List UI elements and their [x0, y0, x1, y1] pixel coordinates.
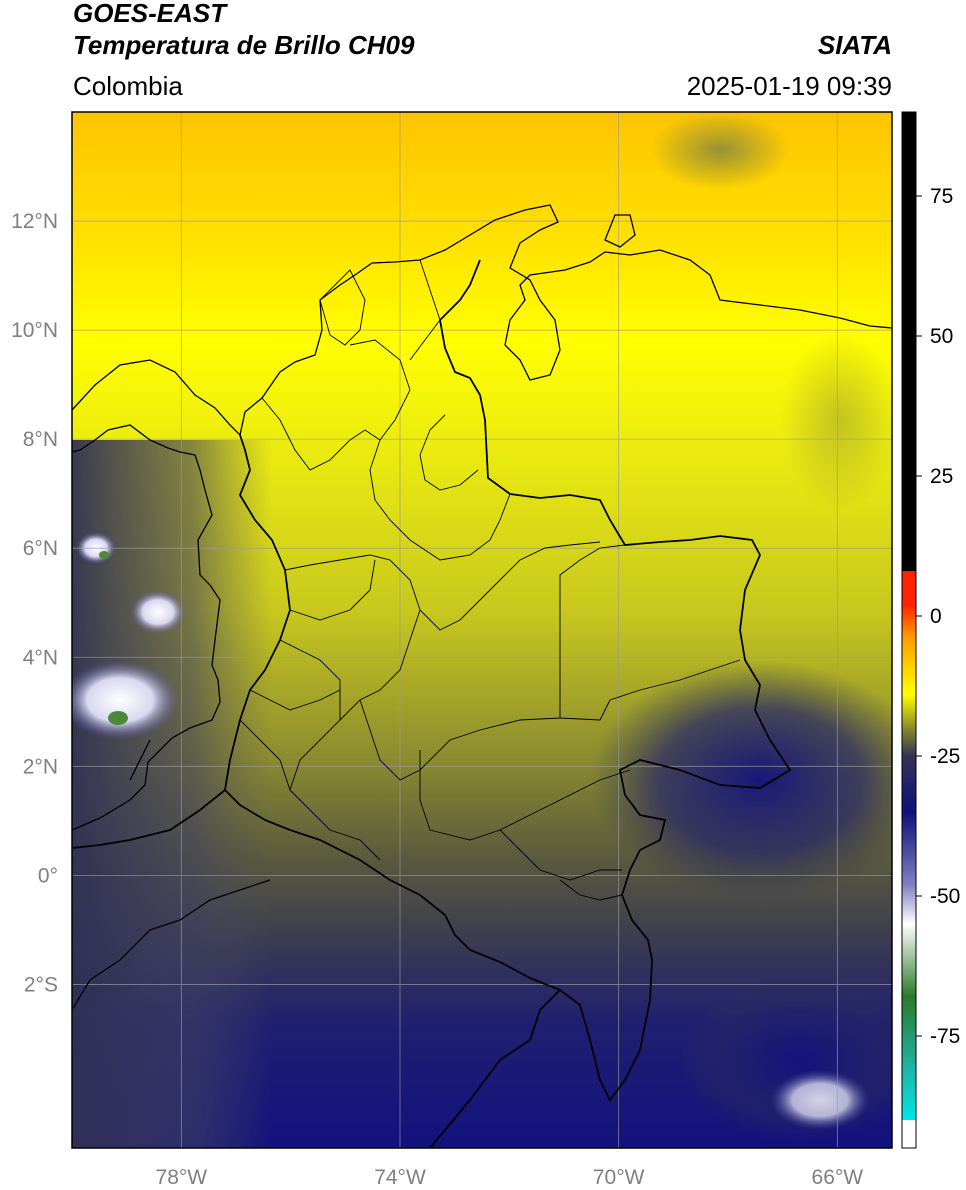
timestamp-label: 2025-01-19 09:39: [686, 71, 892, 101]
graticule: [72, 112, 892, 1148]
lat-tick-label: 6°N: [23, 537, 58, 560]
cold-cloud-top: [72, 660, 180, 740]
cold-cloud-top: [130, 590, 186, 634]
lon-tick-label: 66°W: [812, 1166, 864, 1189]
longitude-tick-labels: 78°W 74°W 70°W 66°W: [156, 1166, 864, 1189]
colorbar-tick-label: 25: [930, 465, 953, 488]
lat-tick-label: 4°N: [23, 646, 58, 669]
colorbar-tick-label: -50: [930, 885, 960, 908]
lat-tick-label: 10°N: [11, 319, 58, 342]
colorbar-tick-label: 0: [930, 605, 942, 628]
national-border: [72, 259, 792, 1148]
product-title: Temperatura de Brillo CH09: [73, 30, 415, 60]
region-label: Colombia: [73, 71, 183, 101]
lat-tick-label: 8°N: [23, 428, 58, 451]
satellite-title: GOES-EAST: [73, 0, 227, 28]
lon-tick-label: 70°W: [593, 1166, 645, 1189]
colorbar-tick-label: 50: [930, 325, 953, 348]
lat-tick-label: 12°N: [11, 210, 58, 233]
agency-label: SIATA: [817, 30, 892, 60]
brightness-temperature-field: [72, 112, 892, 1148]
department-borders: [239, 259, 741, 901]
latitude-tick-labels: 12°N 10°N 8°N 6°N 4°N 2°N 0° 2°S: [11, 210, 58, 996]
lat-tick-label: 2°S: [24, 973, 58, 996]
colorbar-scale: [902, 112, 916, 1148]
map-frame: [71, 111, 893, 1149]
lat-tick-label: 2°N: [23, 755, 58, 778]
colorbar-tick-label: 75: [930, 185, 953, 208]
lon-tick-label: 78°W: [156, 1166, 208, 1189]
colorbar: 75 50 25 0 -25 -50 -75: [901, 111, 960, 1149]
coastline: [72, 204, 892, 1011]
colorbar-frame: [901, 111, 917, 1149]
colorbar-tick-label: -25: [930, 745, 960, 768]
lon-tick-label: 74°W: [374, 1166, 426, 1189]
lat-tick-label: 0°: [38, 864, 58, 887]
colorbar-tick-label: -75: [930, 1025, 960, 1048]
